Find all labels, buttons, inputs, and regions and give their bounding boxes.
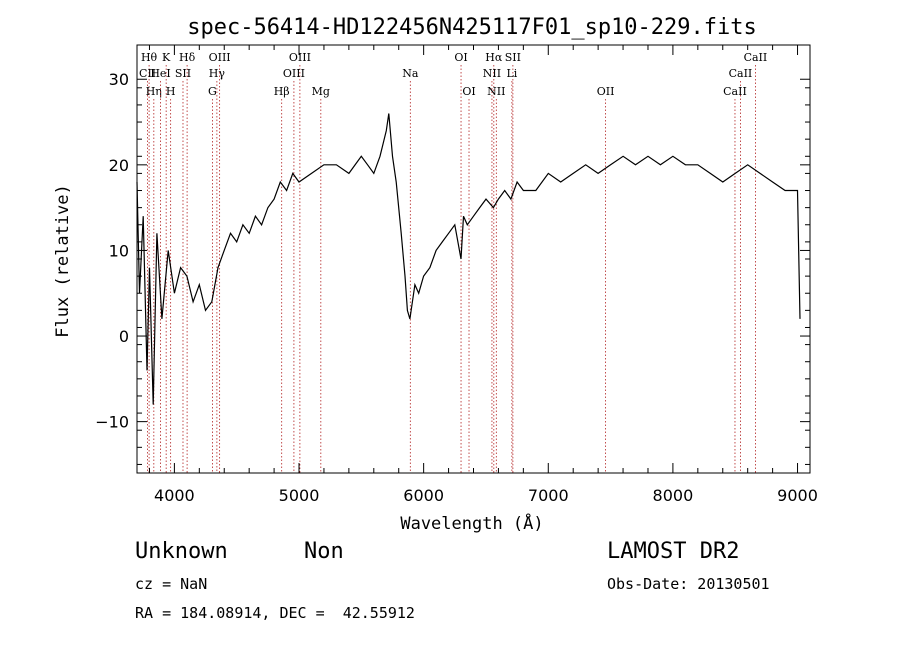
line-label: Li	[506, 67, 517, 80]
line-label: Hθ	[141, 51, 158, 64]
line-label: Hδ	[179, 51, 196, 64]
line-label: NII	[483, 67, 501, 80]
y-tick-label: −10	[95, 413, 129, 432]
chart-title: spec-56414-HD122456N425117F01_sp10-229.f…	[187, 15, 757, 40]
line-label: Hα	[485, 51, 503, 64]
x-tick-label: 6000	[403, 486, 444, 505]
line-label: Na	[402, 67, 419, 80]
y-tick-label: 20	[109, 156, 129, 175]
line-label: OIII	[283, 67, 305, 80]
line-label: CaII	[729, 67, 753, 80]
line-label: SII	[505, 51, 521, 64]
x-tick-label: 8000	[653, 486, 694, 505]
line-label: OII	[597, 85, 615, 98]
line-label: OIII	[289, 51, 311, 64]
coordinates-text: RA = 184.08914, DEC = 42.55912	[135, 604, 415, 622]
line-label: OI	[462, 85, 475, 98]
line-label: OI	[454, 51, 467, 64]
x-tick-label: 5000	[279, 486, 320, 505]
y-tick-label: 10	[109, 241, 129, 260]
spectrum-line	[136, 113, 801, 405]
line-markers: Hθ CII Hη K HeI H Hδ SII OIII Hγ G Hβ OIII OIII Mg Na OI…	[139, 51, 767, 473]
line-label: G	[208, 85, 217, 98]
subclass-label: Non	[304, 539, 344, 564]
y-tick-label: 30	[109, 70, 129, 89]
line-label: K	[162, 51, 171, 64]
x-tick-label: 9000	[777, 486, 818, 505]
line-label: HeI	[150, 67, 170, 80]
line-label: CaII	[744, 51, 768, 64]
line-label: CaII	[723, 85, 747, 98]
x-tick-label: 7000	[528, 486, 569, 505]
class-label: Unknown	[135, 539, 228, 564]
plot-frame	[136, 44, 811, 474]
axes: 4000 5000 6000 7000 8000 9000 −10 0 10 20 30	[95, 45, 818, 505]
line-label: Hη	[146, 85, 162, 98]
line-label: SII	[175, 67, 191, 80]
line-label: NII	[487, 85, 505, 98]
line-label: Hβ	[274, 85, 290, 98]
y-tick-label: 0	[119, 327, 129, 346]
line-label: OIII	[209, 51, 231, 64]
survey-label: LAMOST DR2	[607, 539, 740, 564]
line-label: CII	[139, 67, 156, 80]
line-label: Mg	[312, 85, 330, 98]
line-label: H	[166, 85, 176, 98]
x-tick-label: 4000	[154, 486, 195, 505]
y-axis-label: Flux (relative)	[53, 184, 73, 338]
x-axis-label: Wavelength (Å)	[400, 512, 543, 534]
redshift-text: cz = NaN	[135, 575, 208, 593]
spectrum-series	[136, 113, 801, 405]
line-label: Hγ	[209, 67, 226, 80]
obs-date-text: Obs-Date: 20130501	[607, 575, 770, 593]
